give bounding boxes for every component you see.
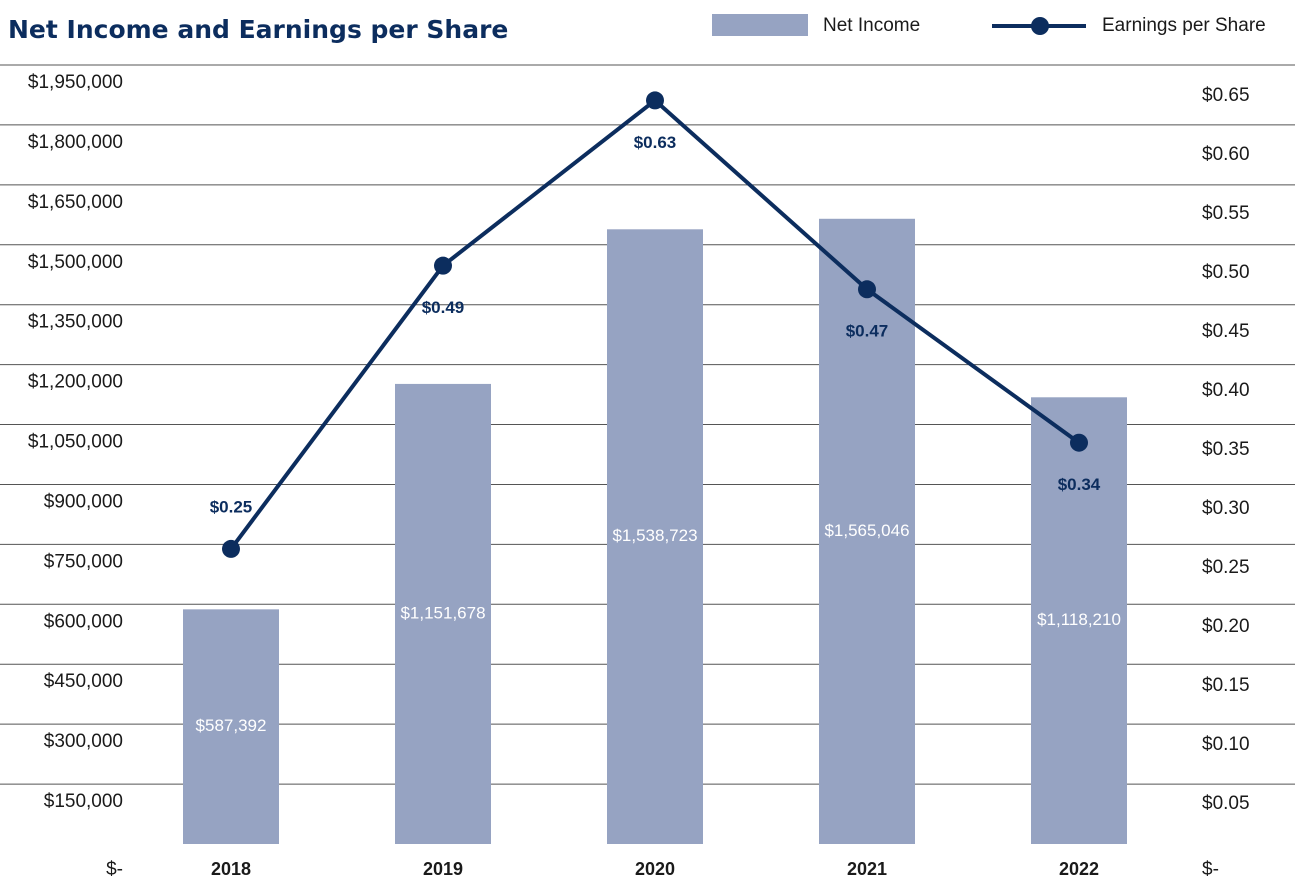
bar-value-label: $1,565,046 [824,521,909,540]
bar-value-label: $1,118,210 [1037,610,1121,629]
y-tick-label: $300,000 [44,731,123,752]
y2-tick-label: $0.30 [1202,498,1250,519]
eps-value-label: $0.47 [846,322,889,341]
legend-label: Net Income [823,15,920,36]
y2-tick-label: $0.45 [1202,321,1250,342]
y2-tick-label: $0.65 [1202,85,1250,106]
y2-tick-label: $0.40 [1202,380,1250,401]
legend-label: Earnings per Share [1102,15,1266,36]
y-tick-label: $1,050,000 [28,432,123,453]
eps-value-label: $0.49 [422,298,465,317]
eps-value-label: $0.34 [1058,475,1101,494]
bar-value-label: $1,151,678 [400,603,485,622]
eps-point [858,280,876,299]
bar [183,609,279,844]
eps-point [646,91,664,110]
x-tick-label: 2020 [635,859,675,879]
y-tick-label: $1,350,000 [28,312,123,333]
x-tick-label: 2018 [211,859,251,879]
y2-tick-label: $0.20 [1202,616,1250,637]
legend-marker [1031,17,1049,35]
y-tick-label: $1,950,000 [28,72,123,93]
y2-tick-label: $0.05 [1202,793,1250,814]
eps-point [434,256,452,275]
chart-title: Net Income and Earnings per Share [8,15,508,44]
y-tick-label: $1,200,000 [28,372,123,393]
y-tick-label: $1,500,000 [28,252,123,273]
x-tick-label: 2021 [847,859,887,879]
bar-value-label: $587,392 [196,716,267,735]
y-tick-label: $150,000 [44,791,123,812]
y-tick-label: $900,000 [44,491,123,512]
y2-tick-label: $- [1202,859,1219,879]
x-tick-label: 2022 [1059,859,1099,879]
y-tick-label: $- [106,859,123,879]
bar [1031,397,1127,844]
y2-tick-label: $0.15 [1202,675,1250,696]
eps-point [1070,433,1088,452]
y-tick-label: $1,800,000 [28,132,123,153]
eps-point [222,539,240,558]
bar-value-label: $1,538,723 [612,526,697,545]
bar [819,218,915,845]
y-tick-label: $450,000 [44,671,123,692]
x-tick-label: 2019 [423,859,463,879]
y2-tick-label: $0.25 [1202,557,1250,578]
y2-tick-label: $0.50 [1202,262,1250,283]
y2-tick-label: $0.35 [1202,439,1250,460]
bar [395,383,491,844]
y-tick-label: $600,000 [44,611,123,632]
legend-swatch [712,14,808,36]
y2-tick-label: $0.60 [1202,144,1250,165]
y-tick-label: $1,650,000 [28,192,123,213]
y2-tick-label: $0.55 [1202,203,1250,224]
eps-value-label: $0.63 [634,133,677,152]
eps-value-label: $0.25 [210,497,253,516]
y2-tick-label: $0.10 [1202,734,1250,755]
bar [607,229,703,844]
y-tick-label: $750,000 [44,551,123,572]
